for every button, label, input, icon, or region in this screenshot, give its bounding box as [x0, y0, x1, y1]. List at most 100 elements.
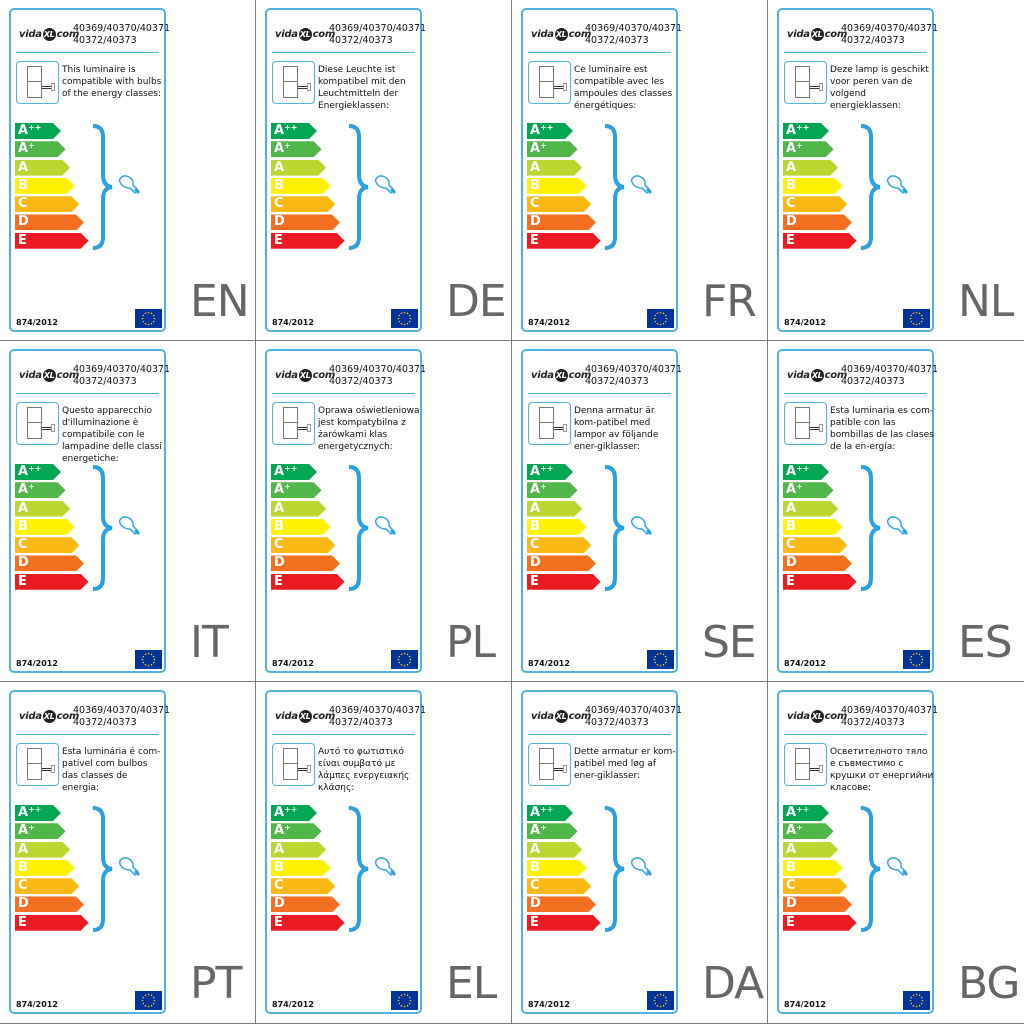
eu-flag-icon [647, 991, 674, 1010]
language-code: BG [958, 958, 1021, 1009]
energy-class-letter: A [18, 500, 29, 516]
energy-class-sup: ++ [28, 464, 42, 473]
energy-class-scale: A++ A+ A B C D E [783, 464, 857, 592]
product-numbers: 40369/40370/40371 40372/40373 [73, 705, 170, 729]
energy-class-letter: D [18, 214, 29, 230]
energy-class-arrow: A+ [15, 823, 66, 839]
compatibility-text: Осветителното тяло е съвместимо с крушки… [830, 747, 934, 793]
brace-icon [92, 806, 113, 932]
energy-class-letter: B [274, 859, 284, 875]
energy-class-letter: C [786, 537, 796, 553]
energy-class-arrow: D [15, 214, 84, 230]
energy-class-arrow: A+ [783, 482, 834, 498]
energy-class-letter: A [18, 805, 29, 820]
product-number-line: 40369/40370/40371 [329, 23, 427, 34]
vidaxl-logo: vida XL com [787, 28, 847, 41]
eu-flag-icon [647, 650, 674, 669]
energy-class-letter: A [274, 464, 285, 479]
product-number-line: 40369/40370/40371 [73, 23, 171, 34]
energy-class-letter: A [18, 123, 29, 138]
product-number-line: 40372/40373 [329, 35, 393, 46]
energy-class-letter: A [530, 841, 541, 857]
energy-class-arrow: D [271, 214, 340, 230]
divider [272, 734, 415, 735]
energy-class-letter: A [786, 823, 797, 839]
energy-class-arrow: A++ [527, 464, 573, 480]
energy-class-scale: A++ A+ A B C D E [15, 464, 89, 592]
energy-class-arrow: A+ [15, 482, 66, 498]
energy-class-arrow: B [527, 178, 587, 194]
energy-class-sup: ++ [796, 123, 810, 132]
product-number-line: 40369/40370/40371 [329, 364, 427, 375]
product-numbers: 40369/40370/40371 40372/40373 [841, 23, 938, 47]
vidaxl-logo: vida XL com [275, 710, 335, 723]
energy-class-letter: C [786, 196, 796, 212]
energy-class-arrow: B [783, 519, 843, 535]
vidaxl-logo: vida XL com [531, 369, 591, 382]
energy-class-arrow: C [15, 196, 79, 212]
product-numbers: 40369/40370/40371 40372/40373 [329, 23, 426, 47]
energy-class-letter: B [786, 518, 796, 534]
product-numbers: 40369/40370/40371 40372/40373 [329, 705, 426, 729]
energy-class-scale: A++ A+ A B C D E [783, 123, 857, 251]
energy-class-arrow: B [271, 860, 331, 876]
energy-class-letter: A [530, 500, 541, 516]
energy-label: vida XL com 40369/40370/40371 40372/40373 Α… [265, 690, 426, 1014]
product-number-line: 40369/40370/40371 [73, 364, 171, 375]
energy-class-letter: A [274, 482, 285, 498]
energy-class-letter: C [786, 878, 796, 894]
energy-class-sup: + [540, 482, 547, 492]
energy-class-arrow: B [783, 860, 843, 876]
energy-class-letter: A [18, 159, 29, 175]
energy-class-arrow: E [15, 233, 89, 249]
energy-class-arrow: C [271, 537, 335, 553]
energy-class-arrow: A+ [271, 823, 322, 839]
product-numbers: 40369/40370/40371 40372/40373 [585, 705, 682, 729]
energy-class-arrow: E [783, 915, 857, 931]
energy-class-sup: ++ [540, 123, 554, 132]
energy-class-arrow: D [783, 214, 852, 230]
energy-class-letter: E [786, 232, 795, 248]
vidaxl-logo: vida XL com [275, 28, 335, 41]
brace-icon [348, 124, 369, 250]
energy-class-letter: D [530, 555, 541, 571]
label-cell-de: vida XL com 40369/40370/40371 40372/40373 D… [256, 0, 511, 340]
divider [784, 734, 927, 735]
energy-class-arrow: B [527, 519, 587, 535]
product-number-line: 40372/40373 [329, 376, 393, 387]
eu-flag-icon [135, 650, 162, 669]
energy-class-letter: B [530, 177, 540, 193]
energy-class-letter: C [18, 878, 28, 894]
eu-flag-icon [391, 309, 418, 328]
energy-class-arrow: B [15, 178, 75, 194]
compatibility-text: Denna armatur är kom-patibel med lampor … [574, 406, 659, 452]
energy-class-letter: E [18, 573, 27, 589]
energy-label: vida XL com 40369/40370/40371 40372/40373 D… [777, 8, 938, 332]
label-cell-el: vida XL com 40369/40370/40371 40372/40373 Α… [256, 682, 511, 1023]
divider [16, 52, 159, 53]
brace-icon [348, 465, 369, 591]
product-number-line: 40369/40370/40371 [841, 364, 939, 375]
luminaire-icon [528, 402, 571, 445]
energy-class-arrow: E [15, 915, 89, 931]
energy-class-letter: D [530, 896, 541, 912]
vidaxl-logo: vida XL com [19, 710, 79, 723]
product-number-line: 40369/40370/40371 [585, 705, 683, 716]
label-cell-it: vida XL com 40369/40370/40371 40372/40373 Q… [0, 341, 255, 681]
regulation-number: 874/2012 [16, 1000, 58, 1009]
energy-class-scale: A++ A+ A B C D E [271, 123, 345, 251]
energy-class-arrow: D [527, 214, 596, 230]
energy-class-arrow: D [527, 555, 596, 571]
language-code: DE [446, 276, 507, 327]
divider [784, 52, 927, 53]
energy-class-letter: C [18, 196, 28, 212]
energy-class-letter: B [18, 518, 28, 534]
energy-class-letter: D [274, 555, 285, 571]
energy-class-sup: + [796, 823, 803, 833]
language-code: PL [446, 617, 496, 668]
energy-class-sup: + [540, 141, 547, 151]
regulation-number: 874/2012 [784, 1000, 826, 1009]
energy-class-letter: C [274, 196, 284, 212]
energy-class-letter: D [18, 896, 29, 912]
